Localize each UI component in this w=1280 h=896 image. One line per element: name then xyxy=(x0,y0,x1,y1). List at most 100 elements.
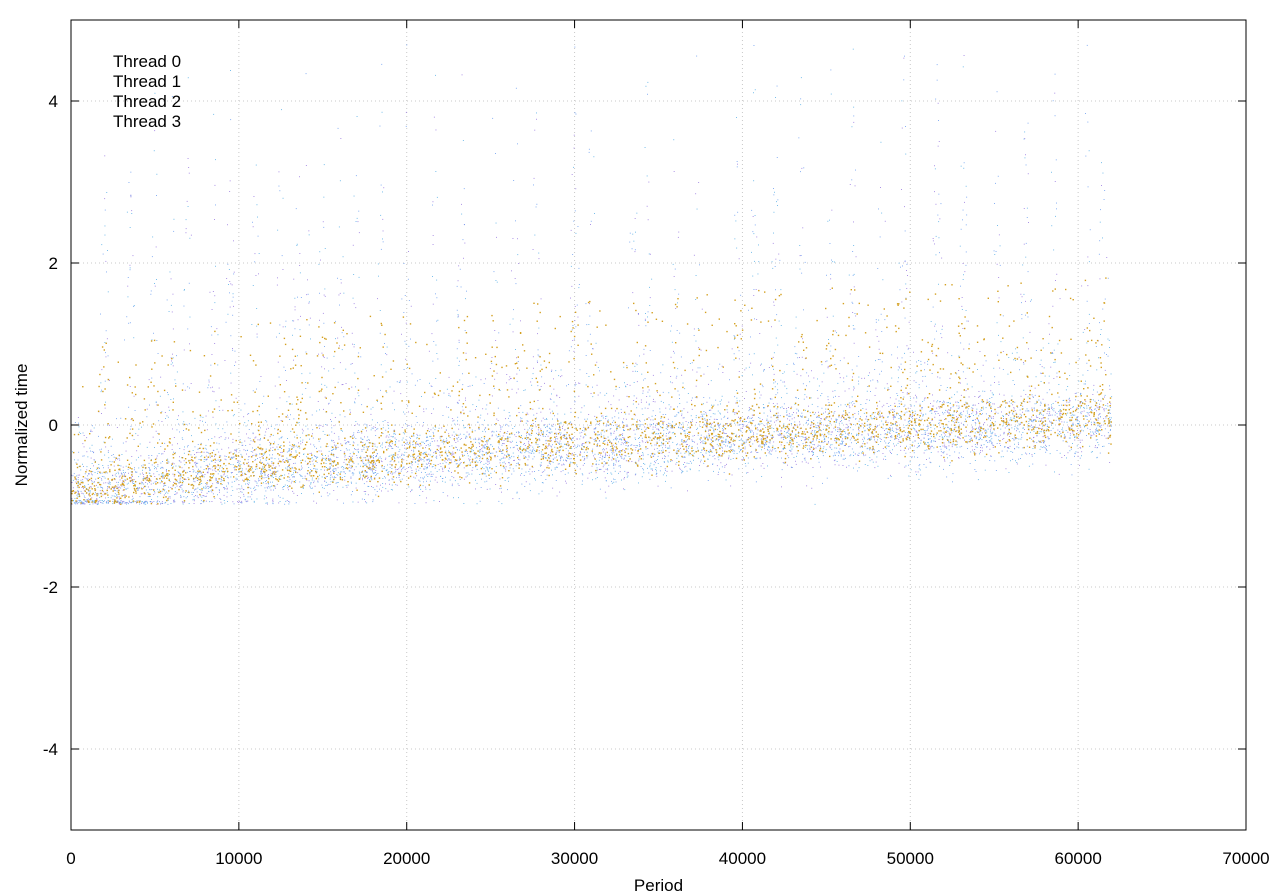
data-point xyxy=(595,427,597,429)
data-point xyxy=(476,406,477,407)
data-point xyxy=(306,456,308,458)
data-point xyxy=(108,483,110,485)
data-point xyxy=(457,459,459,461)
data-point xyxy=(163,485,165,487)
data-point xyxy=(966,430,967,432)
data-point xyxy=(454,480,456,482)
data-point xyxy=(555,439,556,441)
data-point xyxy=(872,417,874,419)
data-point xyxy=(266,464,267,466)
data-point xyxy=(1069,397,1070,399)
data-point xyxy=(880,441,882,442)
data-point xyxy=(807,445,809,446)
data-point xyxy=(1061,429,1063,430)
data-point xyxy=(81,487,83,488)
data-point xyxy=(448,433,450,435)
data-point xyxy=(220,481,222,483)
data-point xyxy=(777,383,778,385)
data-point xyxy=(1056,273,1058,275)
data-point xyxy=(555,438,557,439)
data-point xyxy=(615,410,616,412)
data-point xyxy=(1067,386,1069,387)
data-point xyxy=(559,440,561,442)
data-point xyxy=(289,441,291,443)
data-point xyxy=(219,467,221,469)
data-point xyxy=(473,450,474,452)
data-point xyxy=(574,396,576,398)
data-point xyxy=(979,429,981,431)
data-point xyxy=(1066,401,1068,403)
data-point xyxy=(232,293,234,295)
data-point xyxy=(656,470,657,472)
data-point xyxy=(280,437,282,438)
data-point xyxy=(1052,409,1054,411)
data-point xyxy=(416,436,418,438)
data-point xyxy=(382,427,384,429)
data-point xyxy=(649,464,651,466)
data-point xyxy=(200,472,202,474)
data-point xyxy=(764,435,766,437)
data-point xyxy=(274,458,276,460)
data-point xyxy=(751,251,752,253)
data-point xyxy=(763,412,765,414)
data-point xyxy=(668,441,670,443)
data-point xyxy=(711,451,713,453)
data-point xyxy=(1072,431,1073,433)
data-point xyxy=(491,357,493,358)
data-point xyxy=(804,437,806,438)
data-point xyxy=(812,424,814,426)
data-point xyxy=(819,420,821,422)
data-point xyxy=(229,306,231,308)
data-point xyxy=(227,477,229,478)
data-point xyxy=(720,413,721,415)
data-point xyxy=(664,472,665,474)
data-point xyxy=(145,500,147,502)
data-point xyxy=(957,407,959,409)
data-point xyxy=(287,416,289,418)
data-point xyxy=(769,453,771,455)
data-point xyxy=(496,372,498,374)
data-point xyxy=(109,379,110,381)
data-point xyxy=(293,476,295,478)
data-point xyxy=(1089,429,1091,430)
data-point xyxy=(702,440,704,442)
data-point xyxy=(466,475,468,477)
data-point xyxy=(1091,410,1093,412)
data-point xyxy=(579,453,581,455)
data-point xyxy=(429,461,431,462)
data-point xyxy=(199,483,201,485)
data-point xyxy=(291,474,292,476)
data-point xyxy=(538,327,540,329)
data-point xyxy=(712,427,714,429)
data-point xyxy=(78,431,80,433)
data-point xyxy=(305,382,307,383)
data-point xyxy=(924,449,926,451)
data-point xyxy=(329,460,331,462)
data-point xyxy=(551,431,553,433)
data-point xyxy=(276,446,278,448)
data-point xyxy=(122,500,124,502)
data-point xyxy=(665,441,667,442)
data-point xyxy=(343,451,345,453)
data-point xyxy=(313,459,315,461)
data-point xyxy=(920,439,922,441)
data-point xyxy=(230,464,232,465)
data-point xyxy=(299,474,301,476)
data-point xyxy=(567,437,568,439)
data-point xyxy=(1018,438,1020,440)
data-point xyxy=(265,481,266,482)
data-point xyxy=(916,430,918,432)
data-point xyxy=(976,427,977,429)
data-point xyxy=(311,457,313,459)
data-point xyxy=(744,421,746,423)
data-point xyxy=(571,452,573,454)
data-point xyxy=(338,226,340,228)
data-point xyxy=(1104,394,1106,396)
data-point xyxy=(567,442,569,444)
data-point xyxy=(129,386,131,387)
data-point xyxy=(897,357,898,359)
data-point xyxy=(853,387,855,389)
data-point xyxy=(467,472,469,474)
data-point xyxy=(372,448,374,450)
data-point xyxy=(674,289,676,291)
